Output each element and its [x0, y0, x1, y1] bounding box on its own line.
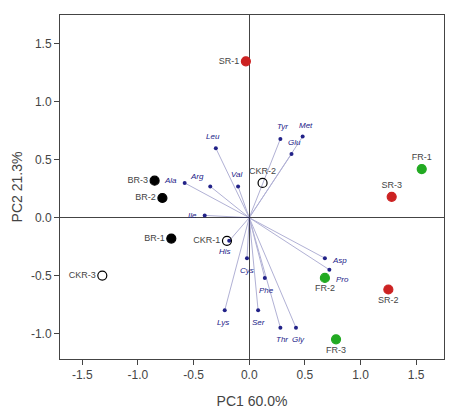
- svg-text:Ala: Ala: [164, 176, 177, 185]
- svg-text:Gly: Gly: [292, 335, 305, 344]
- svg-text:Pro: Pro: [336, 275, 349, 284]
- svg-text:-0.5: -0.5: [31, 269, 52, 283]
- svg-text:1.0: 1.0: [35, 95, 52, 109]
- svg-text:PC2 21.3%: PC2 21.3%: [9, 152, 25, 223]
- svg-text:Val: Val: [231, 170, 242, 179]
- svg-text:His: His: [219, 247, 231, 256]
- svg-text:Ser: Ser: [252, 318, 265, 327]
- svg-text:Leu: Leu: [206, 132, 220, 141]
- svg-text:Arg: Arg: [190, 172, 204, 181]
- svg-text:Lys: Lys: [217, 318, 229, 327]
- svg-text:1.5: 1.5: [408, 368, 425, 382]
- svg-text:-0.5: -0.5: [183, 368, 204, 382]
- svg-text:-1.5: -1.5: [72, 368, 93, 382]
- svg-text:SR-1: SR-1: [219, 56, 240, 66]
- svg-text:CKR-2: CKR-2: [249, 166, 276, 176]
- svg-text:Glu: Glu: [288, 138, 301, 147]
- svg-text:-1.0: -1.0: [31, 327, 52, 341]
- svg-text:0.5: 0.5: [297, 368, 314, 382]
- svg-text:SR-2: SR-2: [378, 295, 399, 305]
- svg-text:FR-1: FR-1: [412, 152, 432, 162]
- svg-text:1.5: 1.5: [35, 37, 52, 51]
- svg-text:PC1 60.0%: PC1 60.0%: [217, 393, 288, 409]
- svg-text:0.5: 0.5: [35, 153, 52, 167]
- svg-text:Cys: Cys: [240, 266, 254, 275]
- svg-text:BR-1: BR-1: [144, 233, 165, 243]
- svg-text:Tyr: Tyr: [277, 122, 288, 131]
- svg-text:CKR-3: CKR-3: [69, 270, 96, 280]
- svg-text:0.0: 0.0: [241, 368, 258, 382]
- svg-text:SR-3: SR-3: [381, 180, 402, 190]
- svg-text:FR-3: FR-3: [326, 345, 346, 355]
- svg-text:Ile: Ile: [188, 211, 197, 220]
- svg-text:1.0: 1.0: [352, 368, 369, 382]
- svg-text:-1.0: -1.0: [128, 368, 149, 382]
- svg-text:Phe: Phe: [259, 286, 274, 295]
- svg-text:Met: Met: [299, 121, 313, 130]
- svg-text:BR-2: BR-2: [135, 192, 156, 202]
- svg-text:Thr: Thr: [276, 335, 288, 344]
- svg-text:Asp: Asp: [332, 256, 347, 265]
- svg-text:BR-3: BR-3: [127, 175, 148, 185]
- svg-text:CKR-1: CKR-1: [193, 235, 220, 245]
- svg-text:FR-2: FR-2: [315, 283, 335, 293]
- svg-text:0.0: 0.0: [35, 211, 52, 225]
